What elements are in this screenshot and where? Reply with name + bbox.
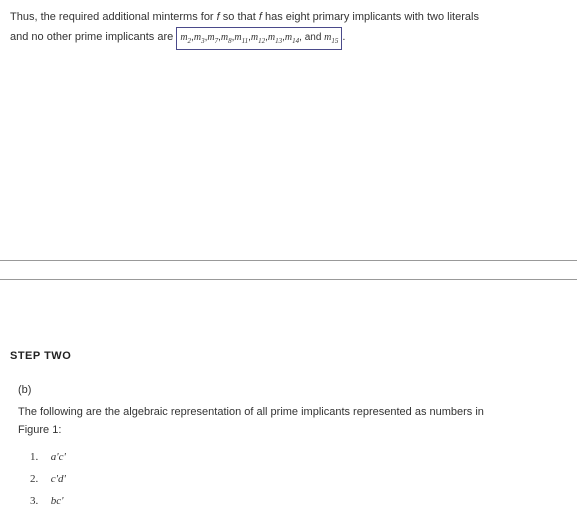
and-text: and: [302, 32, 324, 43]
minterm-3: m8: [221, 32, 232, 43]
minterm-5: m12: [251, 32, 265, 43]
minterm-0: m2: [180, 32, 191, 43]
minterm-last: m15: [324, 32, 338, 43]
text-prefix: Thus, the required additional minterms f…: [10, 11, 217, 23]
divider-section: [0, 260, 577, 280]
list-num-1: 1.: [30, 451, 48, 463]
bottom-section: STEP TWO (b) The following are the algeb…: [0, 350, 494, 517]
desc-line2: Figure 1:: [18, 424, 61, 436]
implicant-list: 1. a'c' 2. c'd' 3. bc': [18, 451, 484, 507]
minterm-4: m11: [234, 32, 248, 43]
divider-line-2: [0, 279, 577, 280]
sub-content: (b) The following are the algebraic repr…: [10, 384, 484, 507]
expr-1: a'c': [51, 451, 66, 463]
list-num-2: 2.: [30, 473, 48, 485]
part-label: (b): [18, 384, 484, 396]
list-item-3: 3. bc': [30, 495, 484, 507]
top-paragraph-section: Thus, the required additional minterms f…: [0, 0, 577, 50]
minterm-box: m2,m3,m7,m8,m11,m12,m13,m14, and m15: [176, 27, 342, 50]
list-num-3: 3.: [30, 495, 48, 507]
expr-2: c'd': [51, 473, 66, 485]
minterm-6: m13: [268, 32, 282, 43]
desc-line1: The following are the algebraic represen…: [18, 406, 484, 418]
step-title: STEP TWO: [10, 350, 484, 362]
paragraph-text: Thus, the required additional minterms f…: [10, 8, 567, 50]
minterm-7: m14: [285, 32, 299, 43]
line2-prefix: and no other prime implicants are: [10, 31, 176, 43]
minterm-1: m3: [194, 32, 205, 43]
text-mid: so that: [220, 11, 259, 23]
period: .: [342, 31, 345, 43]
list-item-2: 2. c'd': [30, 473, 484, 485]
minterm-2: m7: [207, 32, 218, 43]
expr-3: bc': [51, 495, 64, 507]
text-suffix: has eight primary implicants with two li…: [262, 11, 479, 23]
description: The following are the algebraic represen…: [18, 404, 484, 439]
list-item-1: 1. a'c': [30, 451, 484, 463]
